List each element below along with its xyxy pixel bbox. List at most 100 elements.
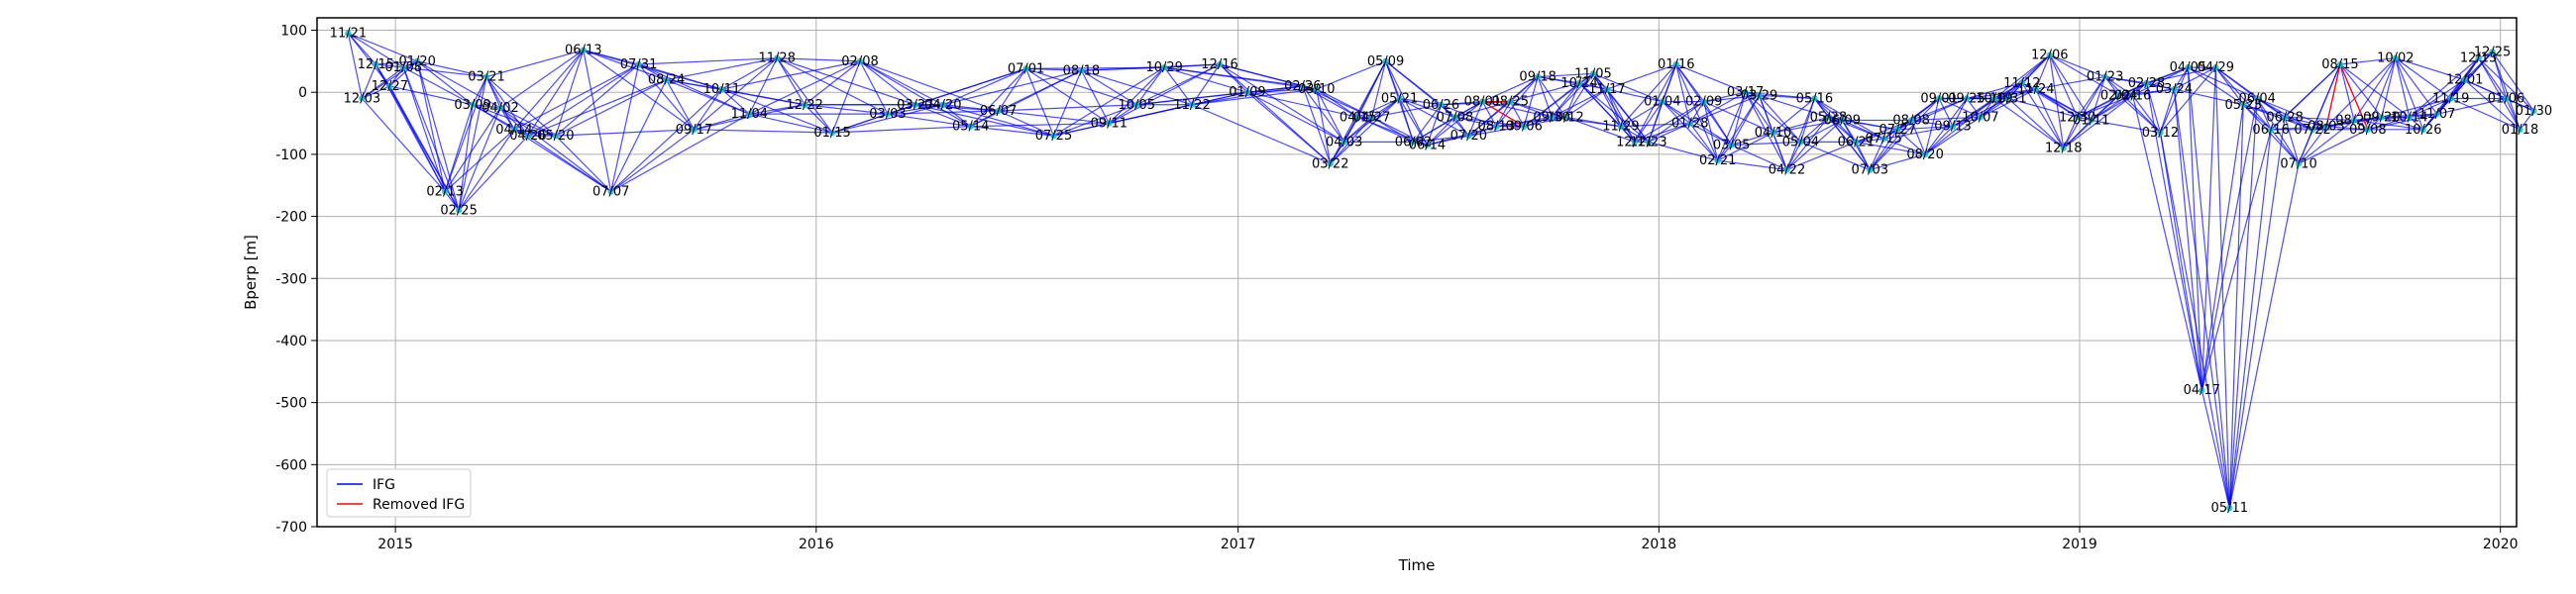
date-label: 03/21 — [468, 70, 504, 85]
ifg-edge — [2339, 63, 2383, 118]
ifg-edge — [1772, 132, 1801, 143]
acquisition-point — [635, 60, 642, 68]
acquisition-point — [1783, 166, 1790, 173]
ifg-edge — [1703, 91, 1746, 103]
ifg-edge — [1689, 123, 1732, 147]
ifg-edge — [1771, 132, 1788, 170]
ifg-edge — [1731, 92, 1747, 146]
date-label: 03/22 — [1312, 156, 1348, 171]
ifg-edge — [2367, 57, 2397, 131]
ifg-edge — [1371, 60, 1387, 118]
date-label: 11/05 — [1574, 66, 1611, 81]
ifg-edge — [2035, 88, 2065, 148]
ifg-edge — [2270, 129, 2300, 164]
ifg-edge — [2187, 67, 2202, 391]
ifg-edge — [1551, 88, 1608, 118]
ifg-edge — [1441, 104, 1497, 128]
ifg-edge — [458, 107, 501, 211]
ifg-edge — [2256, 97, 2327, 128]
ifg-edge — [1564, 88, 1608, 118]
acquisition-point — [441, 188, 449, 195]
ifg-edge — [1080, 70, 1110, 124]
date-label: 09/01 — [1920, 91, 1957, 106]
ifg-edge — [1759, 94, 1801, 143]
date-label: 03/03 — [869, 107, 906, 122]
y-tick-label: 0 — [298, 85, 307, 101]
date-label: 08/25 — [1492, 95, 1529, 110]
date-label: 10/07 — [1962, 110, 1998, 125]
acquisition-point — [1728, 142, 1735, 148]
date-label: 01/15 — [813, 126, 850, 141]
ifg-edge — [527, 50, 585, 137]
acquisition-points — [345, 30, 2537, 512]
date-label: 07/08 — [1437, 110, 1473, 125]
ifg-edge — [376, 63, 404, 68]
ifg-edge — [776, 57, 805, 106]
ifg-edge — [1108, 66, 1165, 124]
date-label: 12/25 — [2474, 45, 2511, 59]
ifg-edge — [1952, 98, 1968, 127]
ifg-edge — [777, 57, 916, 106]
ifg-edge — [777, 57, 861, 62]
acquisition-point — [2489, 49, 2496, 55]
y-tick-label: -200 — [275, 210, 307, 226]
acquisition-point — [1893, 126, 1901, 134]
ifg-edge — [1952, 116, 1982, 128]
ifg-edge — [2464, 51, 2493, 81]
ifg-edge — [1427, 116, 1455, 146]
acquisition-point — [1548, 114, 1556, 121]
ifg-edge — [694, 129, 833, 134]
date-label: 10/19 — [1976, 91, 2012, 106]
ifg-edge — [2077, 76, 2106, 118]
date-label: 11/29 — [1602, 120, 1639, 135]
date-label: 12/01 — [2446, 73, 2483, 88]
ifg-edge — [2132, 88, 2175, 96]
date-label: 04/02 — [482, 101, 518, 116]
date-label: 11/22 — [1173, 98, 1210, 113]
ifg-edge — [2132, 94, 2161, 134]
ifg-edge — [2367, 113, 2437, 131]
ifg-edge — [1427, 101, 1483, 146]
ifg-edge — [610, 88, 722, 192]
date-label: 03/05 — [1713, 139, 1750, 153]
ifg-edge — [1717, 91, 1747, 161]
ifg-edge — [1564, 116, 1636, 143]
acquisition-point — [1465, 132, 1472, 140]
ifg-edge — [1164, 66, 1248, 93]
ifg-edge — [942, 104, 1054, 137]
ifg-edge — [2159, 88, 2176, 134]
y-tick-label: -300 — [275, 271, 307, 287]
ifg-edge — [361, 63, 376, 99]
ifg-edge — [1910, 98, 1940, 121]
ifg-edge — [914, 104, 1054, 137]
acquisition-point — [345, 30, 352, 37]
acquisition-point — [2267, 126, 2275, 134]
acquisition-point — [1341, 139, 1347, 146]
removed-ifg-edge — [2339, 63, 2369, 131]
acquisition-point — [1880, 136, 1887, 143]
ifg-edge — [555, 135, 612, 192]
acquisition-point — [1438, 101, 1445, 108]
acquisition-point — [2129, 92, 2136, 99]
ifg-edge — [1246, 91, 1344, 143]
ifg-edge — [1537, 76, 1553, 118]
ifg-edge — [1910, 120, 1926, 155]
ifg-edge — [942, 67, 1026, 106]
ifg-edge — [914, 67, 1026, 106]
acquisition-point — [1354, 114, 1361, 121]
ifg-edge — [583, 50, 695, 131]
ifg-edge — [831, 104, 943, 134]
ifg-edge — [2049, 54, 2105, 78]
date-label: 07/27 — [1878, 123, 1915, 138]
ifg-edge — [1980, 98, 1995, 118]
ifg-edge — [1620, 63, 1677, 128]
ifg-edge — [1648, 141, 1718, 161]
date-label: 04/22 — [1769, 163, 1805, 178]
ifg-edge — [804, 60, 861, 106]
ifg-edge — [1316, 88, 1372, 118]
ifg-edge — [458, 135, 529, 211]
legend-ifg-label: IFG — [373, 477, 395, 493]
ifg-edge — [887, 110, 999, 115]
ifg-edge — [638, 63, 695, 131]
date-label: 05/21 — [1381, 91, 1418, 106]
